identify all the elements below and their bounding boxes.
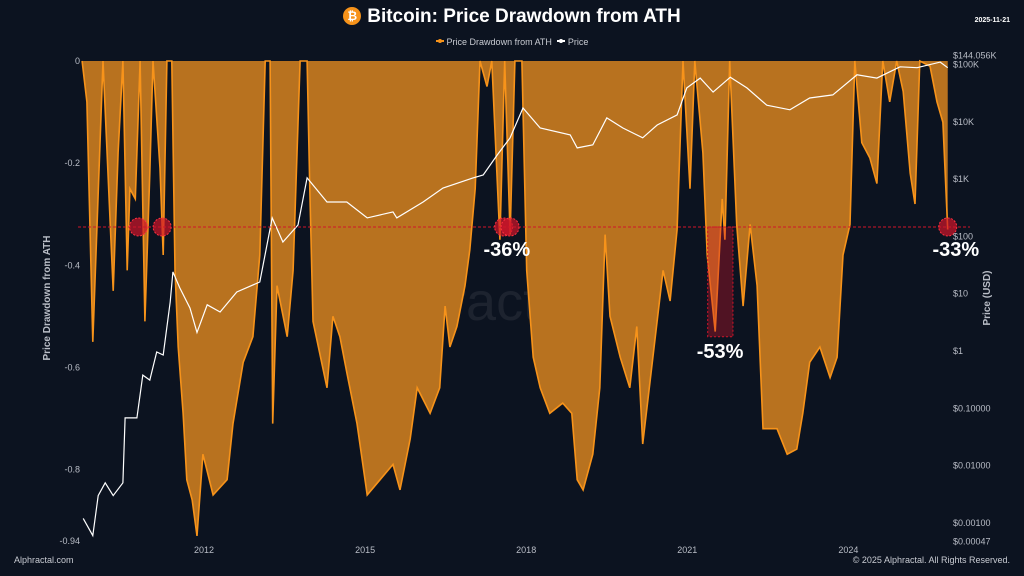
price-line [82, 61, 949, 538]
highlight-box [707, 226, 734, 338]
x-tick-label: 2021 [677, 545, 697, 555]
y-right-tick-label: $0.00100 [953, 518, 991, 528]
y-right-tick-label: $0.00047 [953, 537, 991, 547]
annotation-label: -36% [484, 239, 531, 261]
drawdown-area [82, 61, 948, 536]
drawdown-marker [128, 217, 148, 237]
y-right-tick-label: $10K [953, 117, 974, 127]
annotation-label: -53% [697, 341, 744, 363]
legend-item-price[interactable]: Price [556, 37, 589, 47]
drawdown-marker [152, 217, 172, 237]
x-tick-label: 2012 [194, 545, 214, 555]
legend-swatch-drawdown [435, 38, 444, 43]
y-right-tick-label: $1 [953, 346, 963, 356]
y-left-tick-label: -0.8 [64, 465, 80, 475]
chart-title: ₿ Bitcoin: Price Drawdown from ATH [0, 6, 1024, 28]
y-left-tick-label: 0 [75, 56, 80, 66]
chart-date: 2025-11-21 [974, 17, 1010, 24]
footer-site[interactable]: Alphractal.com [14, 555, 74, 565]
y-right-tick-label: $0.01000 [953, 461, 991, 471]
y-left-tick-label: -0.94 [59, 536, 80, 546]
footer-copyright: © 2025 Alphractal. All Rights Reserved. [852, 555, 1010, 565]
legend-label-drawdown: Price Drawdown from ATH [446, 37, 552, 47]
x-tick-label: 2015 [355, 545, 375, 555]
y-right-tick-label: $10 [953, 289, 968, 299]
y-right-tick-label: $1K [953, 174, 969, 184]
bitcoin-icon: ₿ [343, 7, 362, 25]
drawdown-marker [938, 217, 958, 237]
drawdown-line [81, 59, 949, 537]
y-right-axis-title: Price (USD) [982, 270, 993, 325]
y-right-tick-label: $100 [953, 231, 973, 241]
annotation-label: -33% [932, 239, 979, 261]
x-tick-label: 2024 [838, 545, 858, 555]
chart-title-text: Bitcoin: Price Drawdown from ATH [367, 6, 681, 27]
y-left-tick-label: -0.2 [64, 158, 80, 168]
legend: Price Drawdown from ATH Price [0, 37, 1024, 47]
y-left-tick-label: -0.6 [64, 362, 80, 372]
y-right-tick-label: $0.10000 [953, 403, 991, 413]
drawdown-marker [500, 217, 520, 237]
x-tick-label: 2018 [516, 545, 536, 555]
y-left-tick-label: -0.4 [64, 260, 80, 270]
y-left-axis-title: Price Drawdown from ATH [42, 235, 53, 360]
legend-swatch-price [556, 38, 565, 43]
legend-item-drawdown[interactable]: Price Drawdown from ATH [435, 37, 552, 47]
legend-label-price: Price [567, 37, 589, 47]
y-right-tick-label: $144.056K [953, 50, 997, 60]
y-right-tick-label: $100K [953, 60, 979, 70]
